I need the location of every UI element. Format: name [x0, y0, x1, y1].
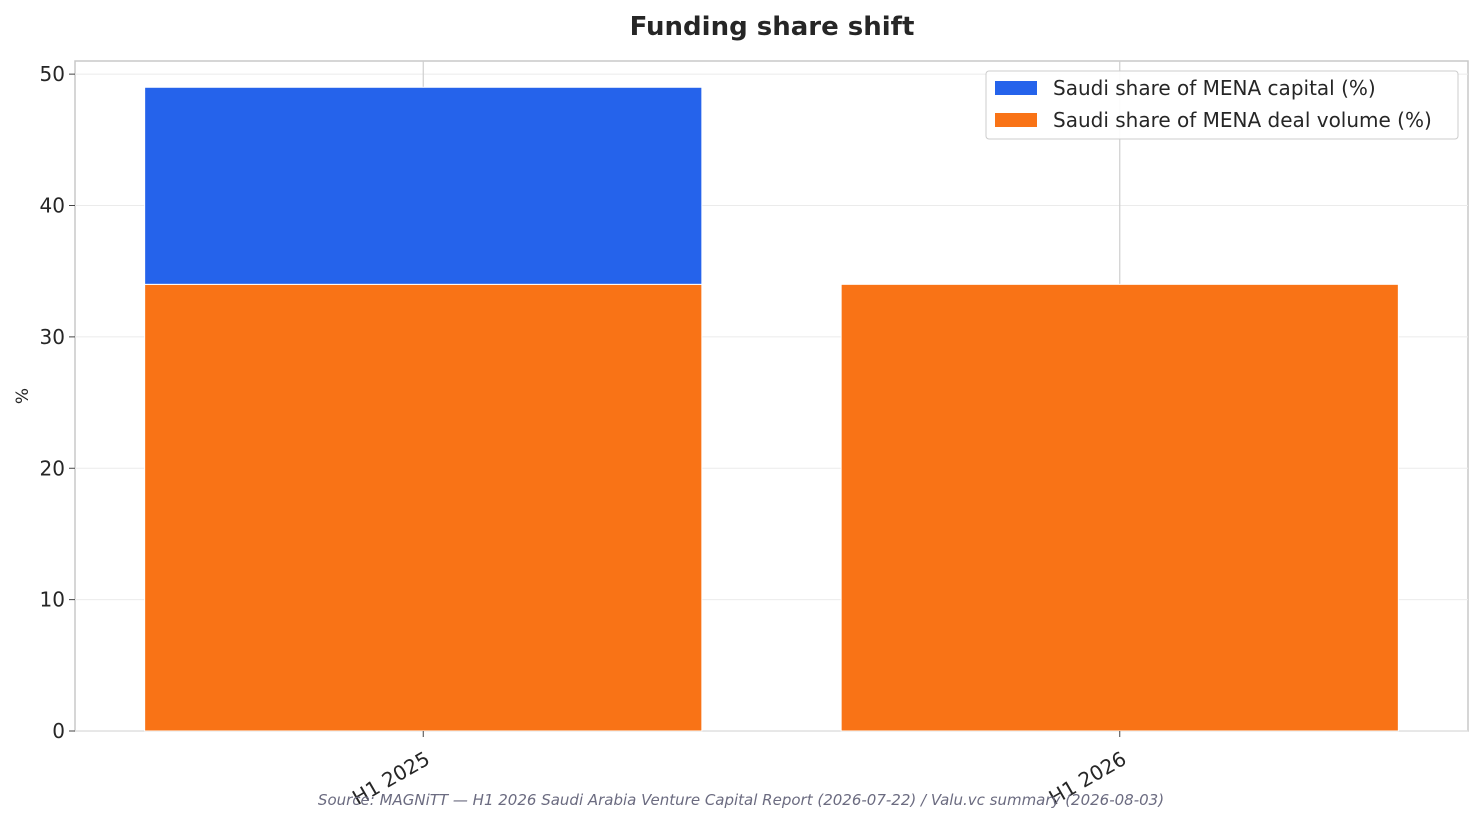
legend-label: Saudi share of MENA deal volume (%): [1053, 108, 1432, 132]
y-tick-label: 10: [40, 588, 65, 612]
y-axis-label: %: [13, 388, 33, 404]
legend-label: Saudi share of MENA capital (%): [1053, 76, 1376, 100]
y-tick-label: 30: [40, 325, 65, 349]
legend: Saudi share of MENA capital (%) Saudi sha…: [985, 70, 1459, 140]
chart-title: Funding share shift: [630, 12, 915, 42]
source-note: Source: MAGNiTT — H1 2026 Saudi Arabia V…: [318, 791, 1164, 809]
bar-deal-volume-1: [840, 283, 1399, 732]
legend-box: [985, 70, 1459, 140]
bar-deal-volume-0: [144, 283, 703, 732]
y-axis: 0 10 20 30 40 50: [40, 62, 75, 743]
y-tick-label: 20: [40, 456, 65, 480]
y-tick-label: 40: [40, 194, 65, 218]
legend-swatch: [995, 113, 1037, 127]
bar-capital-0: [144, 86, 703, 285]
y-tick-label: 50: [40, 62, 65, 86]
bars: [144, 86, 1399, 732]
y-tick-label: 0: [52, 719, 65, 743]
legend-swatch: [995, 81, 1037, 95]
